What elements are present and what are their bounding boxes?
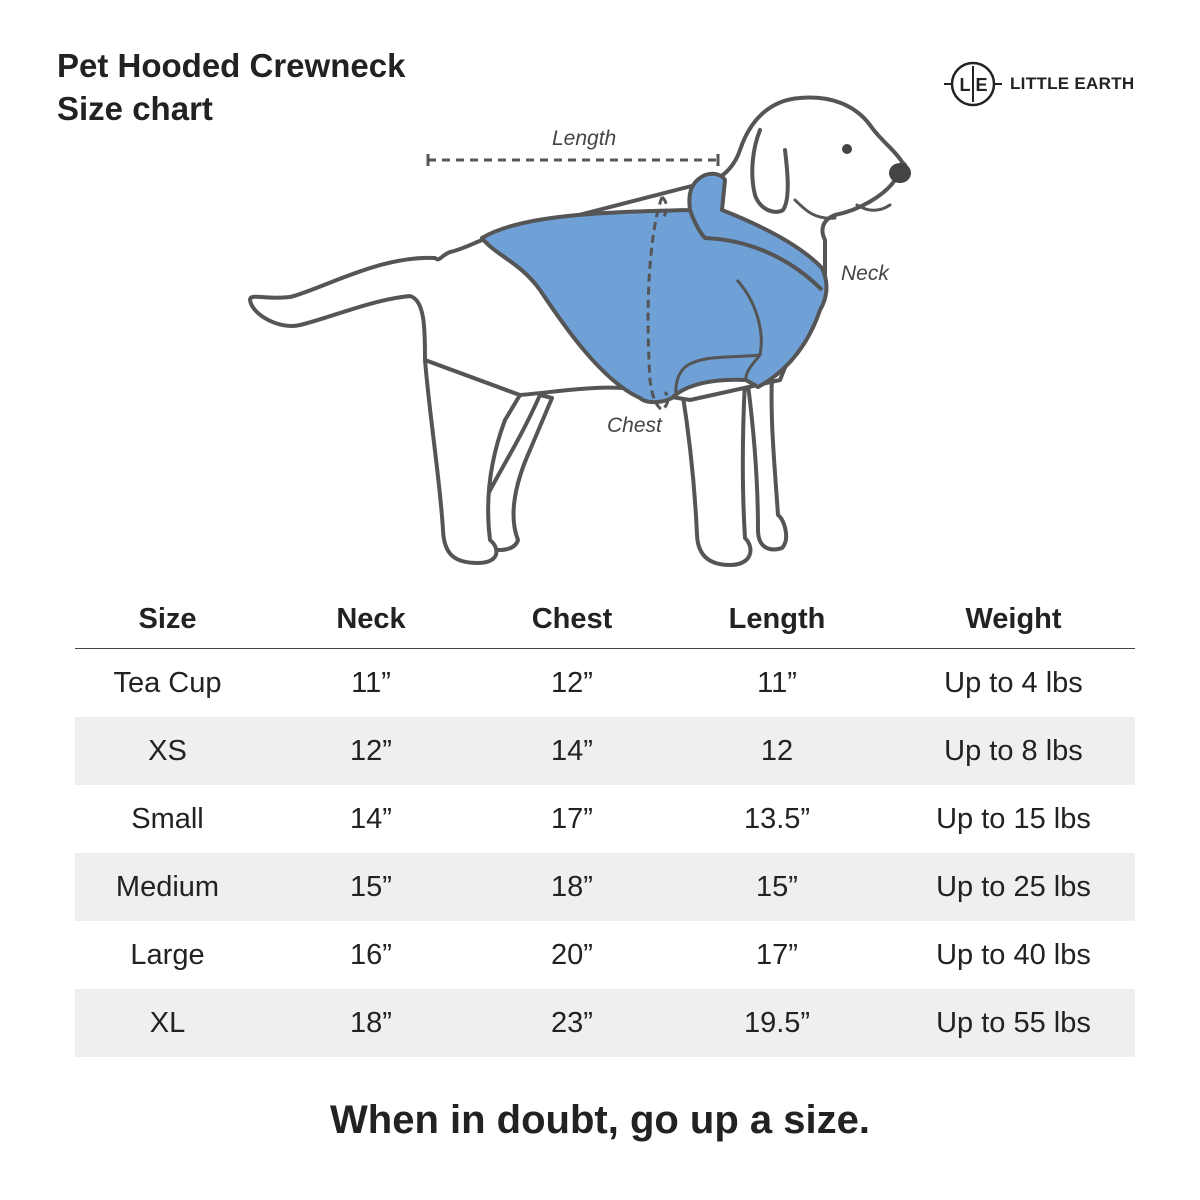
cell-size: Large (130, 938, 205, 971)
dog-jaw (793, 198, 837, 220)
dog-rear-leg (423, 358, 522, 565)
cell-chest: 17” (551, 802, 593, 835)
table-header-row: Size Neck Chest Length Weight (75, 590, 1135, 649)
footer-note: When in doubt, go up a size. (330, 1098, 870, 1142)
header-weight: Weight (892, 590, 1135, 649)
cell-length: 19.5” (662, 989, 892, 1057)
length-label: Length (552, 127, 617, 150)
title-line-1: Pet Hooded Crewneck (57, 47, 406, 84)
cell-weight: Up to 4 lbs (944, 666, 1083, 699)
hoodie (480, 171, 829, 405)
table-row: Medium 15” 18” 15” Up to 25 lbs (75, 853, 1135, 921)
header-size: Size (75, 590, 260, 649)
title-line-2: Size chart (57, 90, 213, 127)
cell-size: Medium (75, 853, 260, 921)
table-row: Large 16” 20” 17” Up to 40 lbs (75, 921, 1135, 989)
hoodie-hood-fold (688, 209, 824, 292)
size-table: Size Neck Chest Length Weight Tea Cup 11”… (75, 590, 1135, 1057)
dog-illustration (248, 95, 911, 567)
cell-neck: 11” (351, 666, 391, 699)
cell-chest: 18” (482, 853, 662, 921)
cell-weight: Up to 8 lbs (892, 717, 1135, 785)
header-chest: Chest (482, 590, 662, 649)
cell-chest: 14” (482, 717, 662, 785)
cell-chest: 12” (551, 666, 593, 699)
cell-length: 13.5” (743, 802, 811, 835)
cell-weight: Up to 40 lbs (936, 938, 1091, 971)
dog-front-leg (680, 378, 753, 567)
cell-size: Tea Cup (113, 666, 222, 699)
hoodie-sleeve-fold (674, 278, 763, 396)
cell-length: 12 (662, 717, 892, 785)
dog-mouth (855, 203, 892, 212)
cell-weight: Up to 15 lbs (936, 802, 1091, 835)
page-title: Pet Hooded Crewneck Size chart (57, 44, 405, 130)
neck-label: Neck (841, 262, 889, 285)
cell-length: 15” (662, 853, 892, 921)
cell-length: 17” (756, 938, 798, 971)
cell-chest: 20” (551, 938, 593, 971)
cell-length: 11” (757, 666, 797, 699)
cell-weight: Up to 55 lbs (892, 989, 1135, 1057)
cell-size: Small (131, 802, 204, 835)
header-length: Length (662, 590, 892, 649)
table-row: Tea Cup 11” 12” 11” Up to 4 lbs (75, 649, 1135, 718)
chest-measure-line (646, 195, 670, 412)
brand-logo: L E LITTLE EARTH (944, 60, 1134, 108)
dog-ear (750, 128, 790, 214)
cell-neck: 15” (260, 853, 482, 921)
cell-neck: 16” (350, 938, 392, 971)
table-row: XS 12” 14” 12 Up to 8 lbs (75, 717, 1135, 785)
logo-text: LITTLE EARTH (1010, 74, 1135, 93)
header-neck: Neck (260, 590, 482, 649)
logo-mark-icon: L E (944, 61, 1002, 107)
table-row: XL 18” 23” 19.5” Up to 55 lbs (75, 989, 1135, 1057)
chest-label: Chest (607, 414, 662, 437)
table-row: Small 14” 17” 13.5” Up to 15 lbs (75, 785, 1135, 853)
cell-size: XS (75, 717, 260, 785)
dog-nose-icon (889, 163, 911, 183)
cell-neck: 12” (260, 717, 482, 785)
dog-eye-icon (842, 144, 852, 154)
dog-front-leg-far (746, 373, 789, 552)
cell-neck: 14” (350, 802, 392, 835)
cell-size: XL (75, 989, 260, 1057)
svg-text:L: L (960, 75, 971, 95)
cell-chest: 23” (482, 989, 662, 1057)
cell-weight: Up to 25 lbs (892, 853, 1135, 921)
cell-neck: 18” (260, 989, 482, 1057)
svg-text:E: E (975, 75, 987, 95)
